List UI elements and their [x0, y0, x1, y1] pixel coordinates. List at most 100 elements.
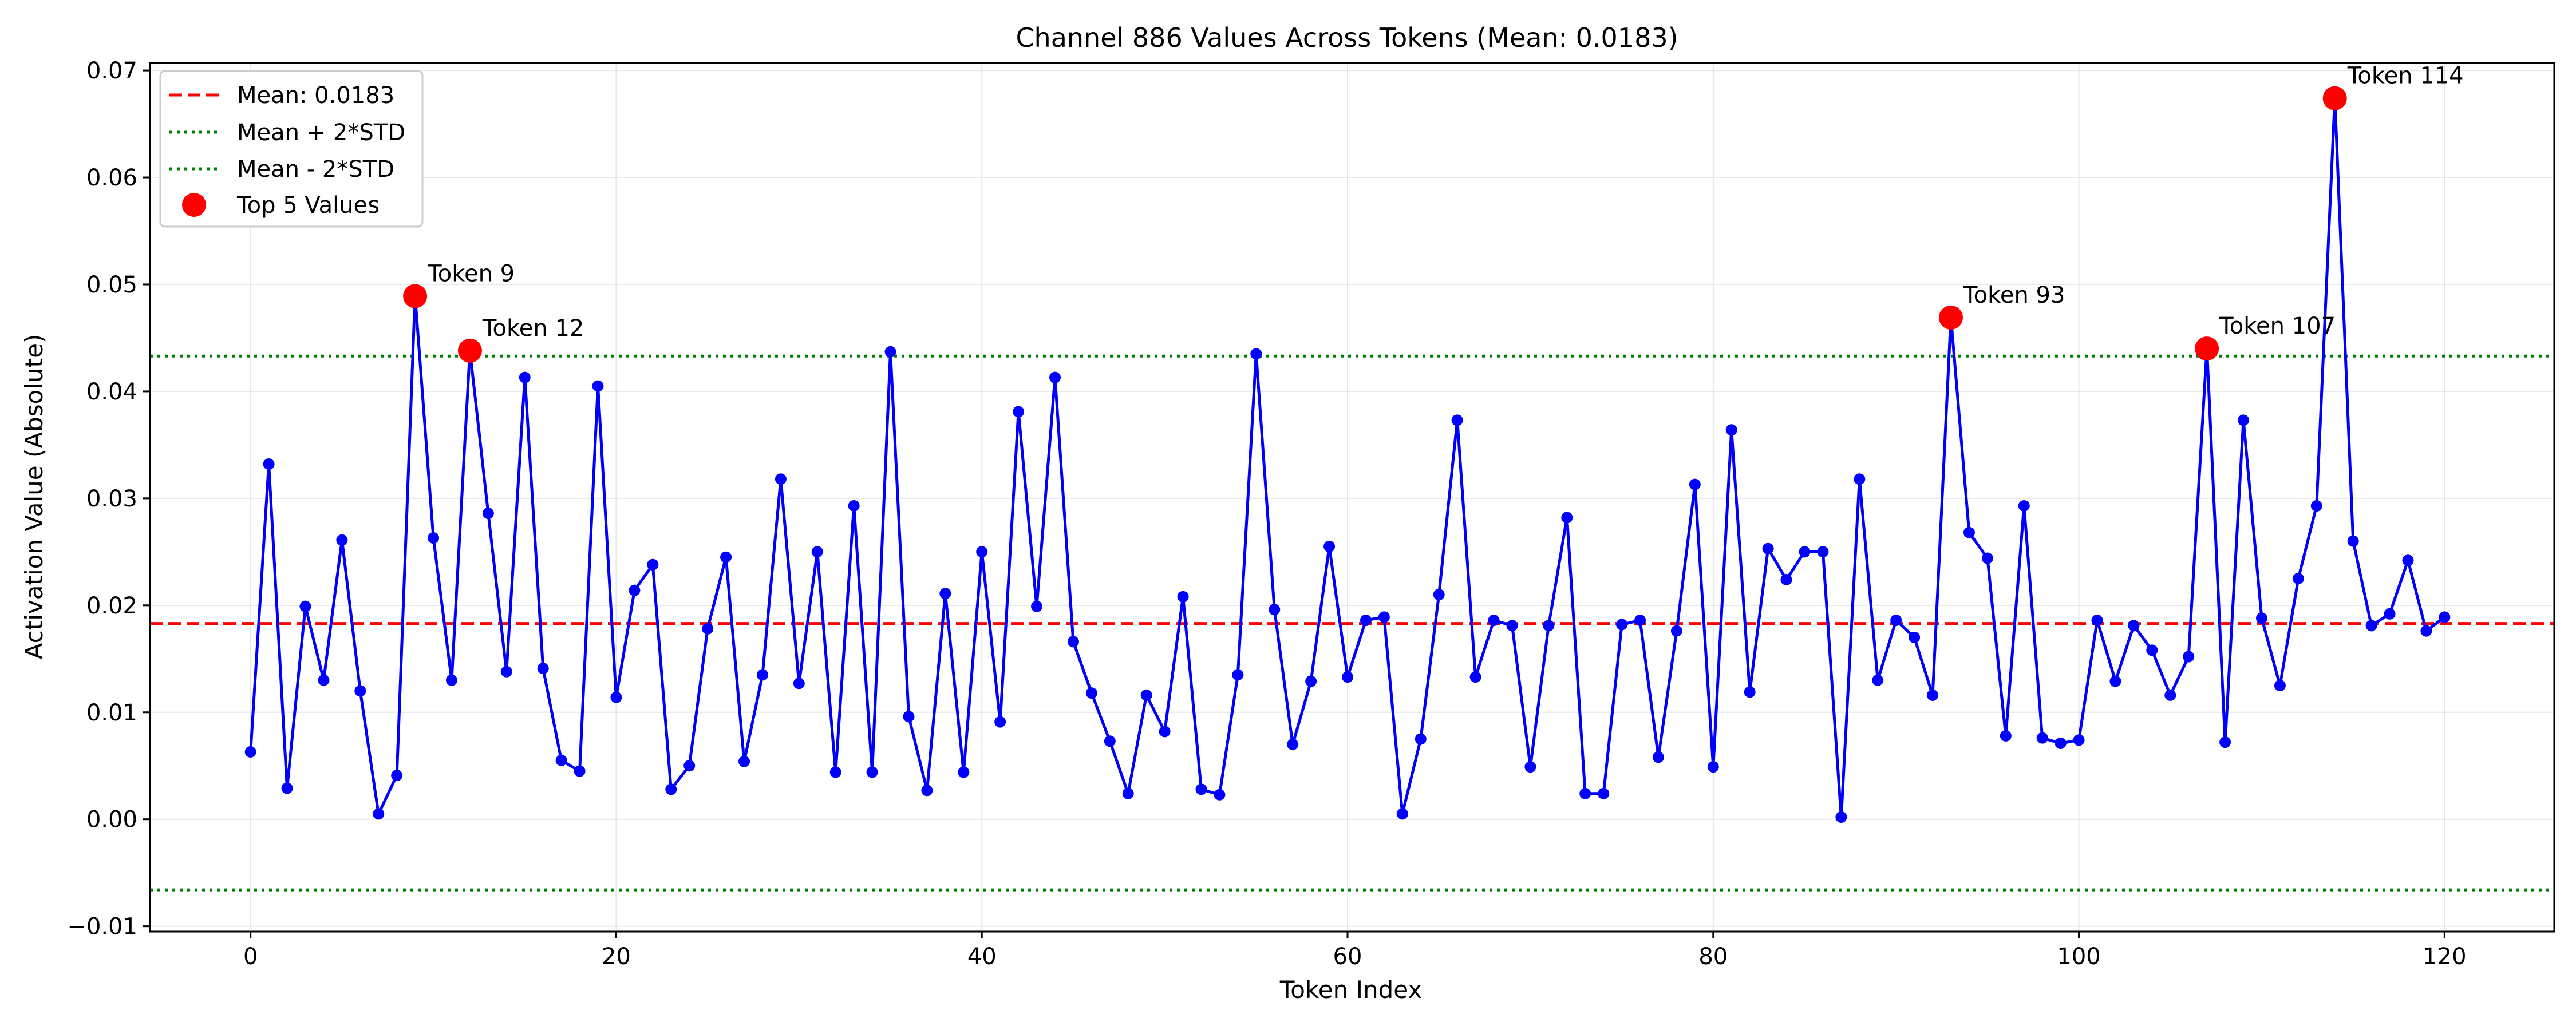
top-value-annotation: Token 12 [482, 315, 584, 342]
legend: Mean: 0.0183 Mean + 2*STD Mean - 2*STD Top … [159, 70, 424, 228]
y-tick-label: 0.06 [86, 165, 137, 191]
data-point [2402, 554, 2414, 566]
data-point [555, 754, 567, 766]
data-point [1762, 542, 1774, 554]
data-point [2109, 675, 2121, 687]
x-axis-label: Token Index [1279, 976, 1422, 1004]
data-point [647, 558, 659, 571]
data-point [1506, 620, 1518, 632]
data-point [1524, 761, 1536, 773]
data-point [537, 663, 549, 675]
data-point [1707, 761, 1719, 773]
data-point [1031, 600, 1043, 612]
data-point [848, 500, 860, 512]
data-point [445, 674, 457, 686]
x-tick-label: 60 [1333, 944, 1362, 970]
data-point [1250, 348, 1262, 360]
top-value-marker [403, 284, 428, 308]
data-point [610, 691, 622, 703]
data-point [1744, 686, 1756, 698]
data-point [1214, 789, 1226, 801]
data-point [2365, 620, 2377, 632]
data-point [1689, 478, 1701, 490]
x-tick-label: 0 [243, 944, 258, 970]
data-point [482, 508, 494, 520]
x-axis-ticks: 0 20 40 60 80 100 120 [243, 932, 2467, 970]
data-point [1890, 614, 1902, 626]
data-point [2347, 535, 2359, 547]
data-point [1396, 808, 1408, 820]
data-point [1725, 424, 1737, 436]
top-value-annotation: Token 107 [2219, 313, 2336, 339]
data-point [811, 546, 823, 558]
y-tick-label: −0.01 [67, 914, 137, 940]
data-point [1140, 689, 1152, 701]
data-point [1981, 552, 1993, 564]
data-point [1652, 751, 1664, 763]
data-point [1561, 512, 1573, 524]
data-point [299, 600, 311, 612]
data-point [884, 346, 896, 358]
data-point [1616, 619, 1628, 631]
data-point [1927, 689, 1939, 701]
data-point [665, 783, 677, 795]
data-point [354, 685, 366, 697]
data-point [336, 534, 348, 546]
data-point [1469, 671, 1481, 683]
data-point [2055, 737, 2067, 749]
x-tick-label: 20 [602, 944, 631, 970]
x-tick-label: 120 [2423, 944, 2466, 970]
top-value-annotation: Token 9 [427, 261, 515, 287]
data-point [2036, 732, 2048, 744]
data-point [1909, 631, 1921, 643]
reference-lines [150, 354, 2554, 892]
data-point [1287, 738, 1299, 750]
data-point [1195, 783, 1207, 795]
top-value-annotation: Token 114 [2347, 63, 2464, 89]
legend-label: Mean + 2*STD [237, 120, 405, 146]
legend-marker-top-values [182, 193, 206, 217]
data-point [1378, 611, 1390, 623]
data-point [2073, 734, 2085, 746]
data-point [1670, 625, 1682, 637]
data-point [2310, 500, 2322, 512]
data-point [2000, 730, 2012, 742]
x-tick-label: 40 [967, 944, 997, 970]
data-point [2146, 644, 2158, 656]
data-point [2018, 500, 2030, 512]
data-point [1451, 414, 1463, 426]
data-point [793, 678, 805, 690]
data-point [373, 808, 385, 820]
data-point [2420, 625, 2432, 637]
data-point [1433, 589, 1445, 601]
data-point [738, 755, 750, 767]
data-point [2164, 689, 2176, 701]
data-point [1488, 614, 1500, 626]
data-point [2439, 611, 2451, 623]
y-tick-label: 0.04 [86, 379, 137, 405]
data-point [1854, 473, 1866, 485]
y-axis-label: Activation Value (Absolute) [20, 334, 48, 660]
data-point [1013, 406, 1025, 418]
data-point [1269, 604, 1281, 616]
data-point [1323, 540, 1336, 552]
y-axis-ticks: −0.01 0.00 0.01 0.02 0.03 0.04 0.05 0.06 0.07 [67, 58, 150, 940]
legend-label: Mean - 2*STD [237, 156, 394, 183]
grid-lines [150, 63, 2554, 932]
data-point [1159, 726, 1171, 738]
data-point [2274, 680, 2286, 692]
y-tick-label: 0.07 [86, 58, 137, 84]
data-point [1872, 674, 1884, 686]
data-point [2219, 736, 2231, 748]
data-point [1122, 787, 1134, 799]
data-point [1342, 671, 1354, 683]
data-point [829, 766, 841, 778]
legend-box [159, 70, 424, 228]
data-point [1579, 787, 1591, 799]
data-point [2091, 614, 2103, 626]
top-value-marker [2195, 336, 2219, 361]
data-point [391, 770, 403, 782]
data-point [1780, 573, 1792, 585]
data-point [2238, 414, 2250, 426]
